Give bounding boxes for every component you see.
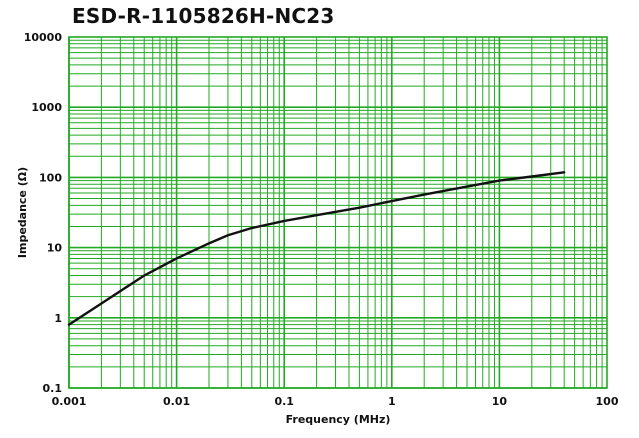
- x-axis-title: Frequency (MHz): [286, 413, 391, 426]
- x-tick-label: 0.001: [52, 395, 87, 408]
- y-tick-label: 100: [39, 171, 62, 184]
- x-tick-label: 10: [492, 395, 508, 408]
- x-tick-label: 0.1: [274, 395, 294, 408]
- x-tick-label: 100: [596, 395, 619, 408]
- grid: [68, 37, 607, 389]
- plot-frame: [68, 36, 608, 389]
- series-layer: [67, 171, 566, 326]
- tick-labels: 0.001 0.01 0.1 1 10 100 10000 1000 100 10 1 0.1: [24, 31, 619, 408]
- y-tick-label: 10000: [24, 31, 63, 44]
- chart-title: ESD-R-1105826H-NC23: [72, 4, 335, 28]
- y-axis-title: Impedance (Ω): [16, 167, 29, 258]
- x-tick-label: 1: [388, 395, 396, 408]
- x-tick-label: 0.01: [163, 395, 190, 408]
- y-tick-label: 0.1: [43, 382, 63, 395]
- y-tick-label: 10: [47, 242, 63, 255]
- impedance-curve: [67, 171, 566, 326]
- y-tick-label: 1: [54, 312, 62, 325]
- y-tick-label: 1000: [31, 101, 62, 114]
